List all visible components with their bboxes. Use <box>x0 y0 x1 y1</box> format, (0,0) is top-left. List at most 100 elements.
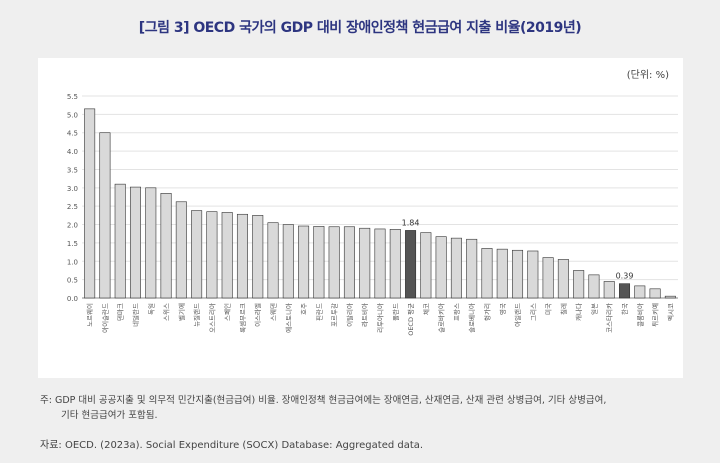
y-tick-label: 1.5 <box>67 240 78 248</box>
y-tick-label: 0.5 <box>67 277 78 285</box>
bar <box>313 226 325 299</box>
data-label: 0.39 <box>616 272 634 281</box>
bar <box>298 225 310 299</box>
x-tick-label: 헝가리 <box>482 303 491 321</box>
footnote-line: 기타 현금급여가 포함됨. <box>61 410 158 421</box>
x-tick-label: 스웨덴 <box>269 303 278 321</box>
x-tick-label: 일본 <box>589 303 598 315</box>
x-tick-label: OECD 평균 <box>406 303 415 336</box>
chart-title: [그림 3] OECD 국가의 GDP 대비 장애인정책 현금급여 지출 비율(… <box>138 20 582 36</box>
x-tick-label: 노르웨이 <box>85 303 94 327</box>
y-tick-label: 3.5 <box>67 166 78 174</box>
x-tick-label: 리투아니아 <box>376 303 385 333</box>
bar <box>374 228 386 299</box>
bar <box>420 232 432 299</box>
x-tick-label: 아일랜드 <box>513 303 522 327</box>
x-tick-label: 스위스 <box>163 303 171 321</box>
bar <box>603 281 615 299</box>
x-tick-label: 프랑스 <box>453 303 461 321</box>
bar <box>282 224 294 299</box>
bar <box>129 186 141 299</box>
x-tick-label: 핀란드 <box>314 303 323 321</box>
data-label: 1.84 <box>402 218 420 227</box>
bar <box>99 132 111 299</box>
bar <box>573 270 585 299</box>
bar <box>145 187 157 299</box>
bar <box>664 295 676 299</box>
bar <box>191 210 203 299</box>
x-tick-label: 네덜란드 <box>131 303 140 327</box>
bar <box>84 108 96 299</box>
x-tick-label: 라트비아 <box>360 303 369 327</box>
y-tick-label: 2.5 <box>67 203 78 211</box>
bar <box>481 248 493 299</box>
bar <box>114 183 126 299</box>
y-tick-label: 0.0 <box>67 295 78 303</box>
bar <box>405 230 417 299</box>
x-tick-label: 캐나다 <box>574 303 583 321</box>
x-tick-label: 칠레 <box>559 303 568 315</box>
x-tick-label: 슬로베니아 <box>467 303 476 333</box>
x-tick-label: 그리스 <box>528 303 537 321</box>
footnote: 주: GDP 대비 공공지출 및 의무적 민간지출(현금급여) 비율. 장애인정… <box>40 393 690 423</box>
source-note: 자료: OECD. (2023a). Social Expenditure (S… <box>40 440 424 451</box>
x-tick-label: 튀르키예 <box>651 303 660 327</box>
x-tick-label: 슬로바키아 <box>437 303 446 333</box>
x-tick-label: 코스타리카 <box>605 303 614 333</box>
x-tick-label: 벨기에 <box>177 303 186 321</box>
bar <box>619 283 631 299</box>
x-tick-label: 아이슬란드 <box>100 303 109 333</box>
x-tick-label: 폴란드 <box>392 303 400 321</box>
bar <box>450 237 462 299</box>
y-tick-label: 5.0 <box>67 111 78 119</box>
footnote-line: 주: GDP 대비 공공지출 및 의무적 민간지출(현금급여) 비율. 장애인정… <box>40 395 607 406</box>
bar <box>557 259 569 299</box>
bar <box>389 229 401 299</box>
bar <box>252 215 264 299</box>
unit-label: (단위: %) <box>626 70 669 81</box>
bar <box>359 227 371 299</box>
x-tick-label: 체코 <box>422 303 430 315</box>
bar <box>466 238 478 299</box>
x-tick-label: 한국 <box>621 303 629 315</box>
x-tick-label: 독일 <box>146 303 155 315</box>
y-tick-label: 4.0 <box>67 148 78 156</box>
bar <box>206 211 218 299</box>
x-tick-label: 호주 <box>300 303 308 315</box>
y-tick-label: 1.0 <box>67 258 78 266</box>
x-tick-label: 콜롬비아 <box>635 303 644 327</box>
bar <box>649 288 661 299</box>
x-tick-label: 스페인 <box>223 303 232 321</box>
x-tick-label: 미국 <box>544 303 553 315</box>
bar <box>588 274 600 299</box>
x-tick-label: 포르투갈 <box>331 303 339 327</box>
x-tick-label: 이탈리아 <box>345 303 354 327</box>
bar <box>512 249 524 299</box>
bar <box>160 193 172 299</box>
bar <box>328 226 340 299</box>
x-tick-label: 에스토니아 <box>284 303 293 333</box>
bar <box>267 222 279 299</box>
x-tick-label: 덴마크 <box>116 303 125 321</box>
x-tick-label: 룩셈부르크 <box>238 303 247 333</box>
bar <box>343 226 355 299</box>
bar <box>496 248 508 299</box>
bar <box>175 201 187 299</box>
y-tick-label: 5.5 <box>67 93 78 101</box>
bar <box>542 257 554 299</box>
x-tick-label: 이스라엘 <box>253 303 262 327</box>
bar <box>634 285 646 299</box>
bar <box>221 212 233 299</box>
y-tick-label: 2.0 <box>67 222 78 230</box>
bar <box>236 213 248 299</box>
x-tick-label: 뉴질랜드 <box>192 303 201 327</box>
bar <box>435 236 447 299</box>
x-tick-label: 영국 <box>498 303 507 315</box>
y-tick-label: 3.0 <box>67 185 78 193</box>
bar-chart: 0.0 0.5 1.0 1.5 2.0 2.5 3.0 3.5 4.0 4.5 5.0 5.5 노르웨이… <box>67 93 678 336</box>
bar <box>527 250 539 299</box>
chart-panel: (단위: %) 0.0 0.5 1.0 1.5 2.0 2.5 3.0 3.5 4.0 4.5 5.… <box>38 58 683 378</box>
x-tick-label: 멕시코 <box>666 303 675 321</box>
y-tick-label: 4.5 <box>67 130 78 138</box>
x-tick-label: 오스트리아 <box>207 303 216 333</box>
